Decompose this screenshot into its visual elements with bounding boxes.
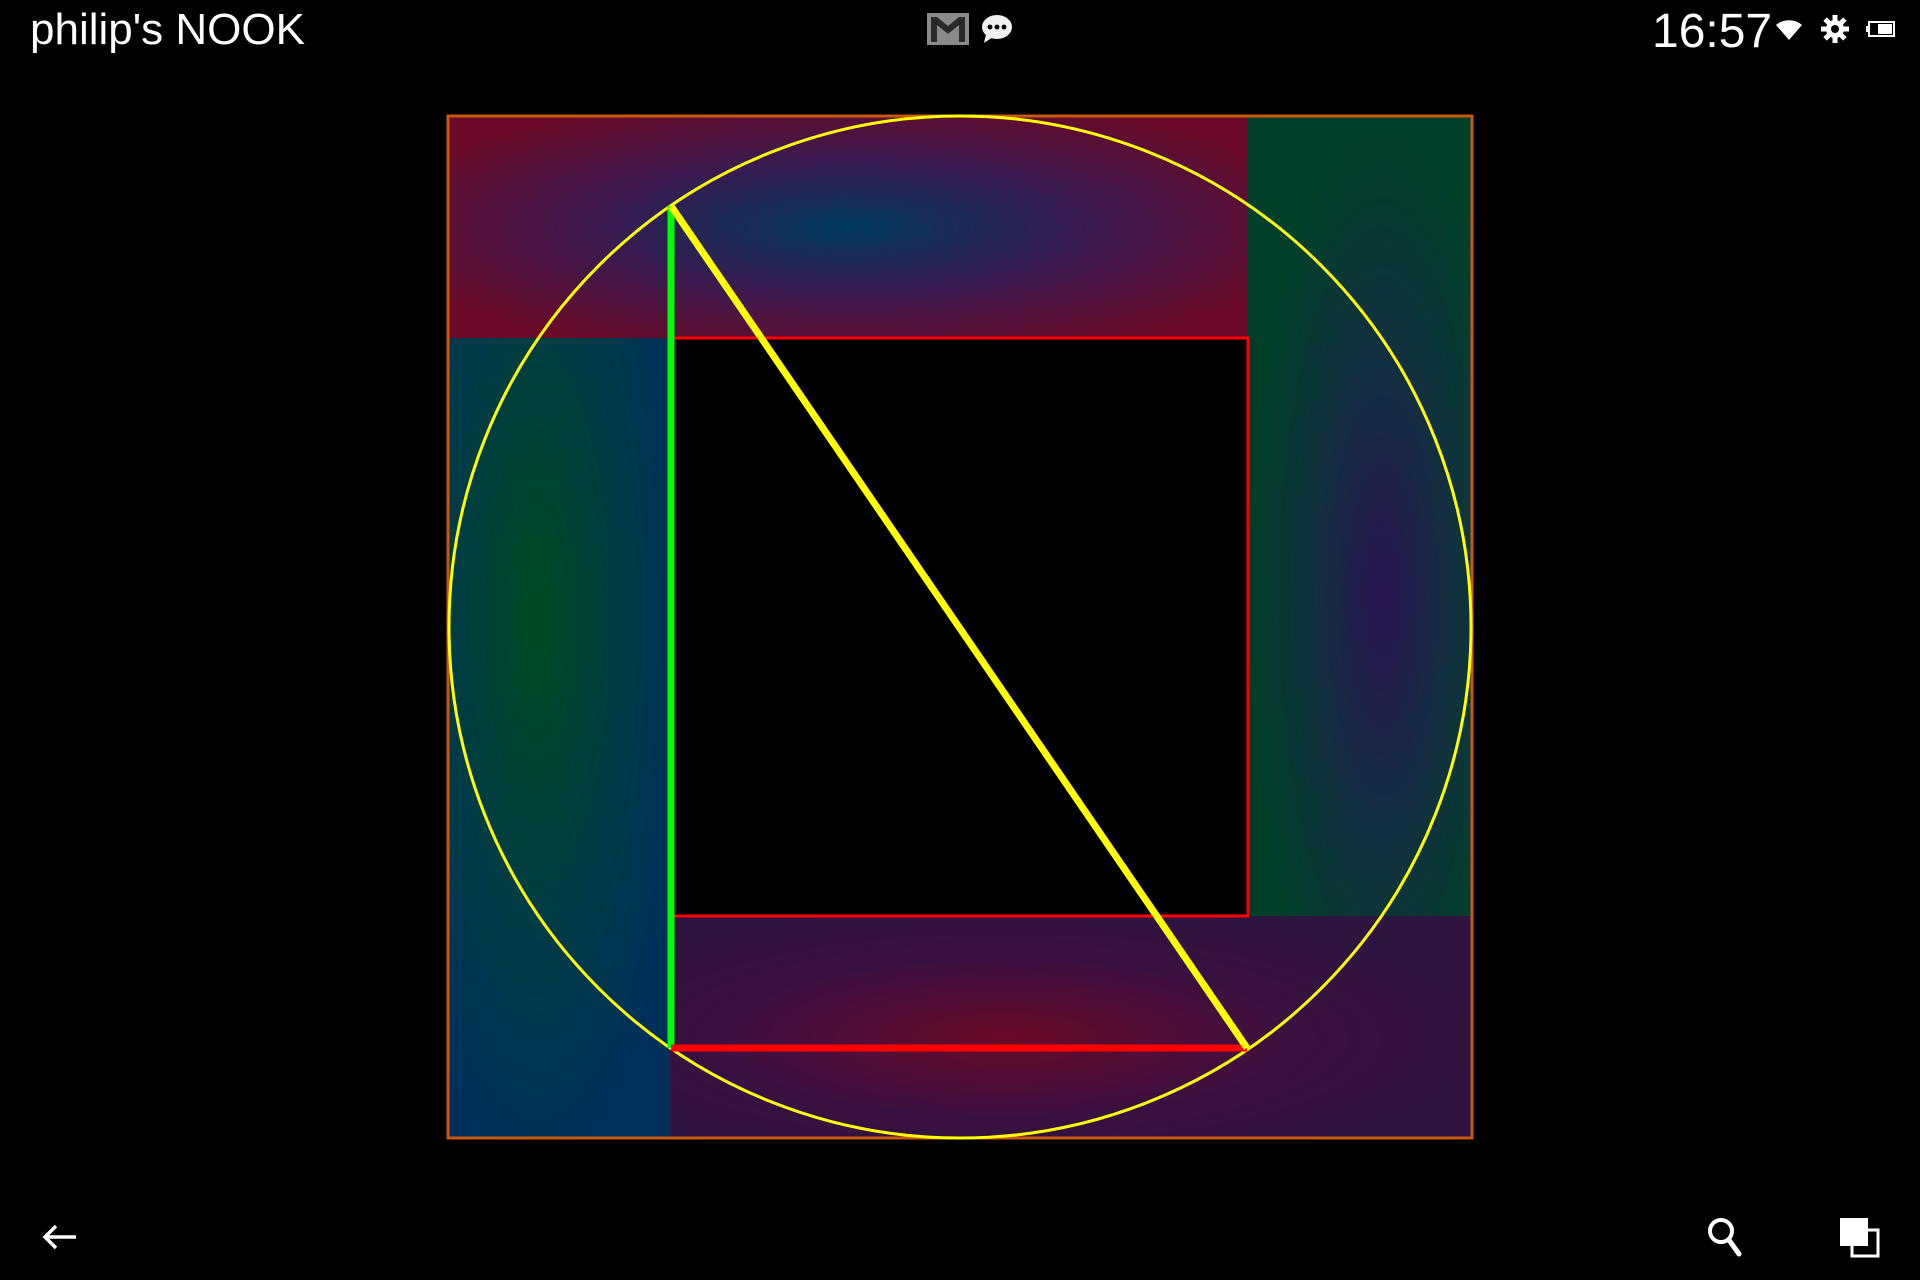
status-bar: philip's NOOK 16:57 [0, 0, 1920, 62]
battery-icon [1866, 21, 1895, 37]
top-band [448, 116, 1248, 338]
circumscribed-circle [447, 114, 1473, 1140]
clock: 16:57 [1652, 5, 1773, 58]
wifi-icon [1776, 20, 1802, 40]
search-icon[interactable] [1706, 1216, 1742, 1258]
chat-bubble-icon[interactable] [980, 12, 1014, 46]
bottom-band [670, 916, 1472, 1138]
settings-gear-icon[interactable] [1820, 14, 1850, 44]
nav-bar [0, 1180, 1920, 1280]
right-band [1248, 116, 1472, 916]
gmail-icon[interactable] [926, 12, 970, 46]
device-name: philip's NOOK [30, 5, 305, 54]
back-arrow-icon[interactable] [40, 1222, 80, 1252]
recent-apps-icon[interactable] [1838, 1216, 1882, 1260]
left-band [448, 338, 670, 1138]
diagonal-line [668, 204, 1250, 1050]
